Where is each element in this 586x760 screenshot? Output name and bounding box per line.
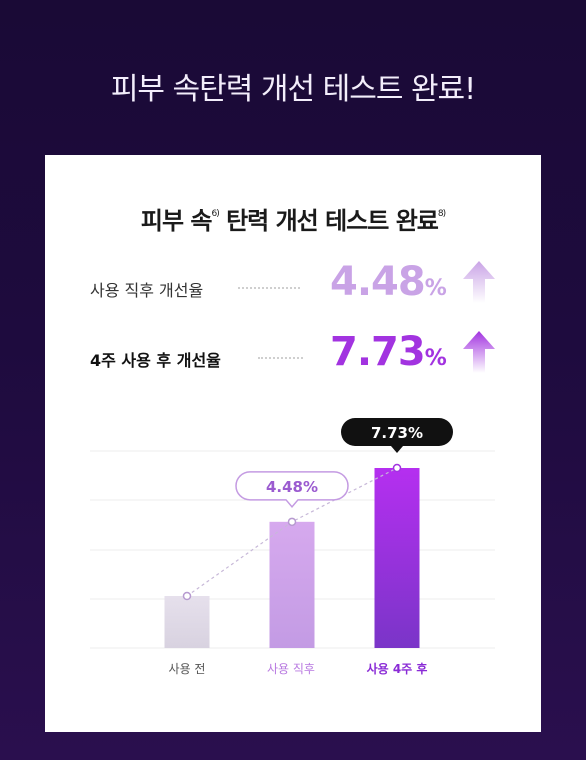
dotted-leader: [258, 357, 303, 359]
stat-immediate: 사용 직후 개선율 4.48%: [90, 259, 510, 315]
data-label-bubble: [341, 418, 453, 453]
data-label-bubble: [235, 471, 349, 508]
bar-chart: 4.48% 7.73%: [90, 418, 495, 649]
bar: [374, 468, 420, 648]
stat-label: 4주 사용 후 개선율: [90, 351, 221, 370]
data-point: [182, 591, 192, 601]
card-title: 피부 속6) 탄력 개선 테스트 완료8): [140, 207, 446, 235]
stat-value: 4.48%: [330, 259, 447, 305]
data-label: 7.73%: [371, 424, 423, 442]
page-title: 피부 속탄력 개선 테스트 완료!: [110, 72, 476, 107]
stat-value: 7.73%: [330, 329, 447, 375]
stat-label: 사용 직후 개선율: [90, 281, 204, 300]
footnote-6: 6): [211, 209, 219, 219]
bar: [269, 521, 315, 648]
result-card: 피부 속6) 탄력 개선 테스트 완료8) 사용 직후 개선율 4.48% 4주…: [45, 155, 541, 732]
stat-4weeks: 4주 사용 후 개선율 7.73%: [90, 329, 510, 385]
arrow-up-icon: [463, 261, 495, 303]
x-tick-label: 사용 전: [168, 662, 206, 676]
data-point: [392, 463, 402, 473]
bar: [164, 596, 210, 648]
arrow-up-icon: [463, 331, 495, 373]
x-tick-label: 사용 4주 후: [366, 662, 428, 676]
dotted-leader: [238, 287, 300, 289]
footnote-8: 8): [437, 209, 446, 219]
x-tick-label: 사용 직후: [267, 662, 315, 676]
data-label: 4.48%: [266, 478, 318, 496]
data-point: [287, 517, 297, 527]
